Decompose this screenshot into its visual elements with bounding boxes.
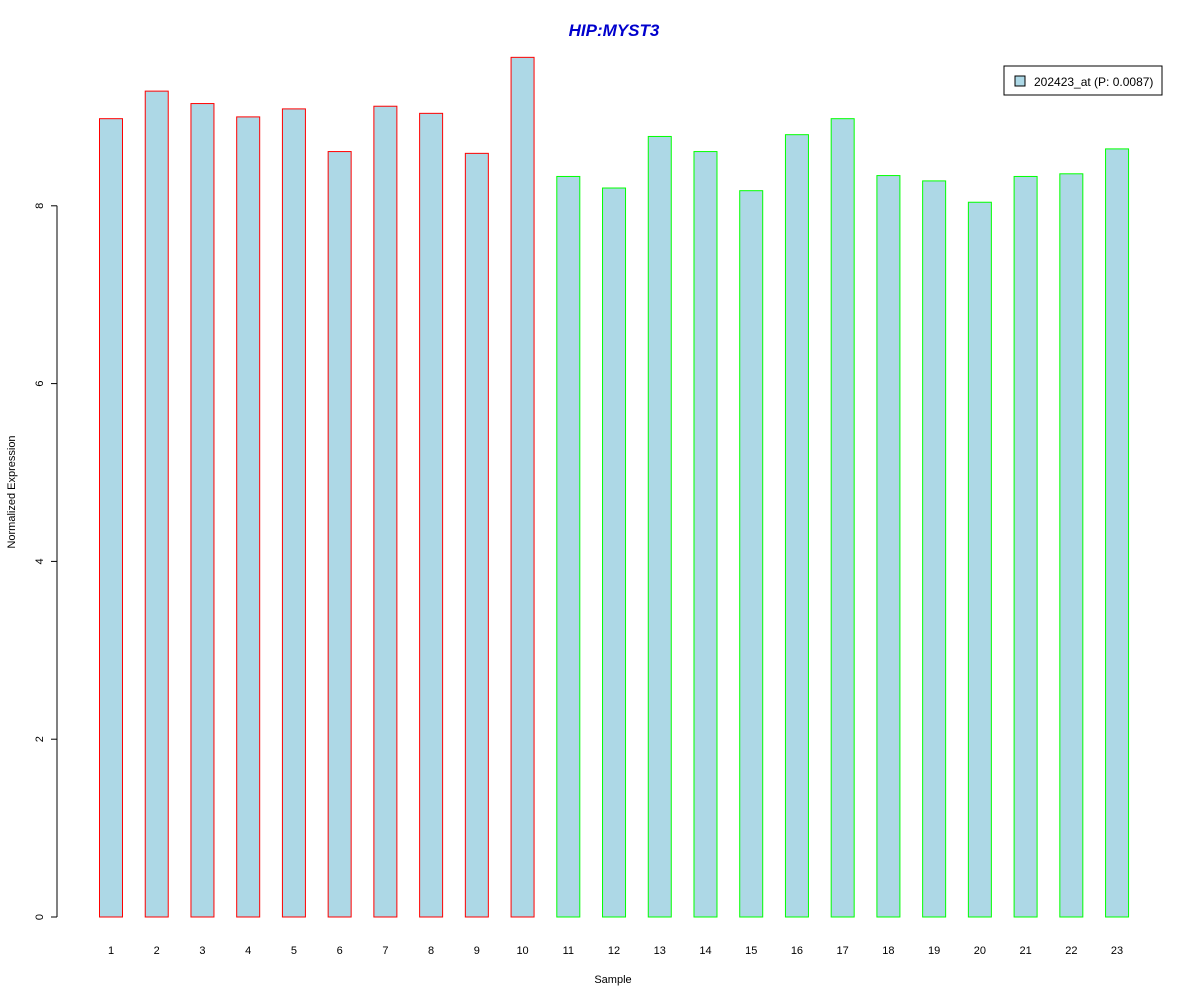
bar-sample-16: [784, 134, 809, 918]
bar-sample-1: [99, 118, 123, 918]
bar-sample-2: [144, 90, 169, 918]
y-axis: 0 2 4 6 8: [34, 203, 58, 920]
y-axis-label: Normalized Expression: [6, 435, 18, 548]
legend-entry: 202423_at (P: 0.0087): [1034, 75, 1153, 89]
x-tick-label: 10: [516, 945, 528, 957]
chart-title: HIP:MYST3: [569, 21, 660, 40]
x-tick-label: 3: [199, 945, 205, 957]
y-tick-label: 0: [34, 914, 46, 920]
bar-sample-15: [739, 190, 764, 918]
bar-sample-22: [1059, 173, 1084, 918]
bar-sample-12: [602, 187, 627, 918]
bar-sample-6: [327, 151, 352, 918]
bar-sample-17: [830, 118, 855, 918]
bar-sample-14: [693, 151, 718, 918]
x-tick-label: 21: [1019, 945, 1031, 957]
x-tick-label: 17: [837, 945, 849, 957]
bar-sample-4: [236, 116, 261, 918]
x-tick-label: 18: [882, 945, 894, 957]
x-tick-label: 6: [337, 945, 343, 957]
x-tick-label: 7: [382, 945, 388, 957]
y-tick-label: 4: [34, 558, 46, 564]
x-tick-label: 5: [291, 945, 297, 957]
x-tick-label: 14: [699, 945, 711, 957]
x-tick-label: 16: [791, 945, 803, 957]
bar-sample-3: [190, 103, 215, 918]
x-tick-label: 4: [245, 945, 251, 957]
x-tick-label: 22: [1065, 945, 1077, 957]
bar-sample-11: [556, 175, 581, 918]
bar-sample-18: [876, 175, 901, 918]
x-tick-labels: 1 2 3 4 5 6 7 8 9 10 11 12 13 14 15 16 17 18 19 20 21 22 23: [108, 945, 1123, 957]
bar-sample-23: [1105, 148, 1130, 918]
x-tick-label: 11: [563, 945, 574, 957]
y-tick-label: 2: [34, 736, 46, 742]
legend-swatch: [1014, 75, 1026, 87]
x-tick-label: 15: [745, 945, 757, 957]
x-tick-label: 1: [108, 945, 114, 957]
legend: 202423_at (P: 0.0087): [1003, 65, 1163, 96]
bar-sample-10: [510, 56, 535, 918]
y-tick-label: 8: [34, 203, 46, 209]
x-tick-label: 12: [608, 945, 620, 957]
x-tick-label: 13: [654, 945, 666, 957]
x-tick-label: 20: [974, 945, 986, 957]
x-axis-label: Sample: [594, 974, 631, 986]
bar-sample-20: [967, 201, 992, 918]
bar-sample-9: [464, 152, 489, 918]
bar-sample-21: [1013, 175, 1038, 918]
bar-sample-8: [419, 112, 444, 918]
x-tick-label: 23: [1111, 945, 1123, 957]
bar-sample-5: [281, 108, 306, 918]
x-tick-label: 2: [154, 945, 160, 957]
x-tick-label: 19: [928, 945, 940, 957]
x-tick-label: 9: [474, 945, 480, 957]
bar-sample-7: [373, 105, 398, 918]
y-tick-label: 6: [34, 381, 46, 387]
bar-sample-19: [922, 180, 947, 918]
x-tick-label: 8: [428, 945, 434, 957]
legend-box: [1003, 65, 1163, 96]
bars: [99, 56, 1130, 918]
bar-sample-13: [647, 135, 672, 918]
